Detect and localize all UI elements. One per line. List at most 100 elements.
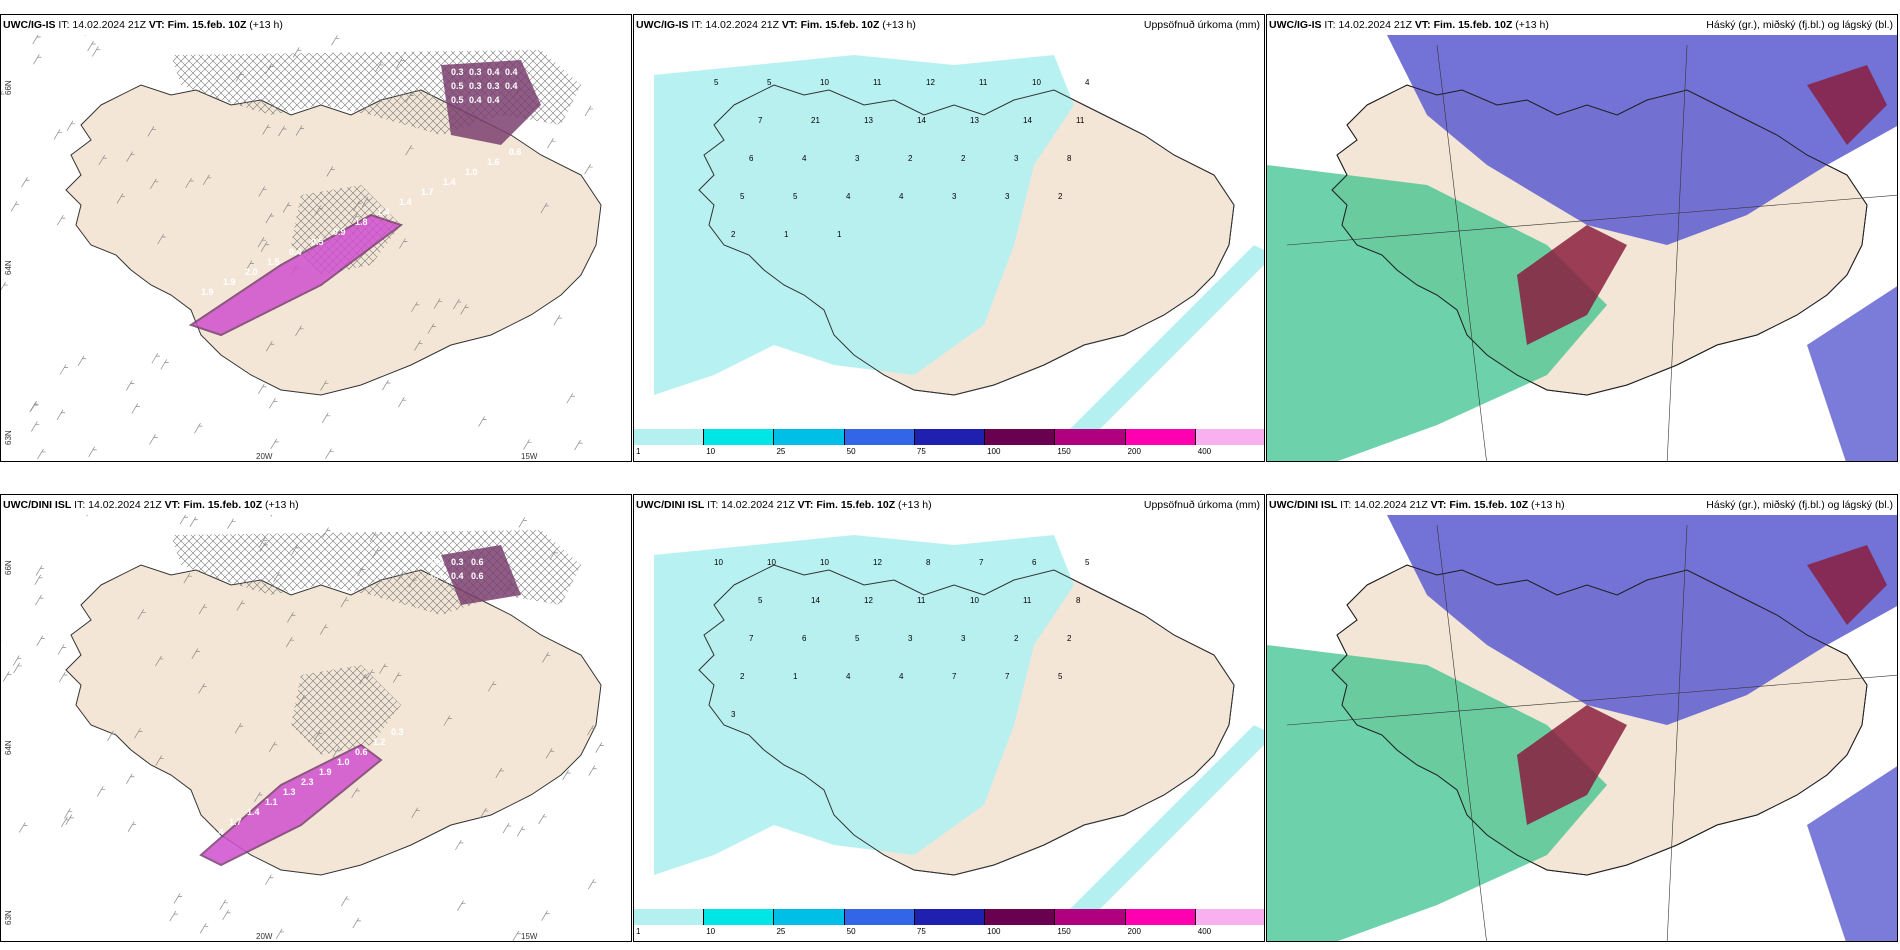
wind-barb [157,233,166,245]
icing-value-label: 1.1 [265,797,278,807]
wind-barb [235,71,244,82]
wind-barb [227,518,236,529]
wind-barb [361,196,371,208]
wind-barb [359,674,368,685]
precip-value-label: 10 [970,596,979,605]
precip-value-label: 2 [908,154,913,163]
wind-barb [516,826,526,837]
precip-value-label: 3 [908,634,913,643]
icing-value-label: 1.7 [421,187,434,197]
panel-header: UWC/IG-IS IT: 14.02.2024 21Z VT: Fim. 15… [1267,15,1897,35]
precip-value-label: 5 [758,596,763,605]
wind-barb [92,46,101,57]
valid-time-prefix: VT: [781,19,798,31]
wind-barb [574,439,583,451]
wind-barb [325,448,334,459]
colorbar-swatch [1195,429,1264,445]
colorbar-swatch [914,909,986,925]
low-cloud-area [1517,225,1627,345]
icing-value-label: 1.9 [319,767,332,777]
wind-barb [265,212,274,224]
wind-barb [86,515,88,517]
colorbar-tick-label: 400 [1197,447,1212,456]
wind-barb [291,544,300,556]
colorbar-tick-label: 100 [987,927,1001,936]
wind-barb [34,574,43,585]
wind-barb [169,910,178,922]
precip-value-label: 5 [714,78,719,87]
icing-value-label: 0.6 [471,571,484,581]
high-cloud-area [1807,286,1897,461]
wind-barb [35,565,45,576]
wind-barb [480,807,489,819]
colorbar-swatch [774,909,845,925]
longitude-label: 15W [521,452,538,461]
wind-barb [245,260,254,271]
icing-value-label: 0.4 [431,571,444,581]
lead-time: (+13 h) [898,499,932,511]
wind-barb [160,359,169,370]
precip-value-label: 7 [979,558,984,567]
wind-barb [538,813,547,825]
icing-value-label: 2.0 [245,267,258,277]
precip-value-label: 5 [1058,672,1063,681]
wind-barb [547,138,556,149]
map-panel-r1-c3: UWC/IG-IS IT: 14.02.2024 21Z VT: Fim. 15… [1266,14,1898,462]
icing-value-label: 0.4 [289,247,302,257]
precip-value-label: 4 [899,192,904,201]
precip-area [654,535,1074,875]
wind-barb [287,612,296,623]
wind-barb [353,200,362,212]
wind-barb [587,879,597,890]
precip-value-label: 8 [1067,154,1072,163]
wind-barb [408,576,417,588]
panel-field-title: Háský (gr.), miðský (fj.bl.) og lágský (… [1706,499,1893,511]
icing-value-label: 2.3 [301,777,314,787]
icing-area-north [441,545,521,605]
precip-value-label: 5 [855,634,860,643]
wind-barb [35,594,44,606]
colorbar-tick-label: 75 [916,927,926,936]
icing-value-label: 0.4 [505,67,518,77]
model-name: UWC/DINI ISL [1269,499,1338,511]
wind-barb [155,755,164,766]
colorbar-tick-label: 10 [706,447,716,456]
wind-barb [295,325,304,336]
icing-value-label: 1.0 [465,167,478,177]
wind-barb [584,105,594,117]
valid-time-prefix: VT: [148,19,165,31]
wind-barb [126,773,135,784]
icing-value-label: 0.6 [471,557,484,567]
lead-time: (+13 h) [265,499,299,511]
wind-barb [64,808,73,819]
wind-barb [179,515,189,525]
wind-barb [258,537,268,548]
wind-barb [150,178,159,190]
icing-value-label: 0.3 [469,81,482,91]
wind-barb [257,237,266,248]
wind-barb [295,125,305,136]
wind-barb [151,352,160,364]
wind-barb [453,298,462,310]
lead-time: (+13 h) [249,19,283,31]
colorbar-swatch [1055,429,1126,445]
wind-barb [147,126,156,137]
wind-barb [549,549,558,561]
wind-barb [313,730,323,741]
precip-value-label: 2 [1014,634,1019,643]
panel-header: UWC/DINI ISL IT: 14.02.2024 21Z VT: Fim.… [634,495,1264,515]
wind-barb [30,400,39,412]
wind-barb [414,340,423,351]
wind-barb [332,747,341,758]
icing-value-label: 1.9 [201,287,214,297]
latitude-label: 63N [4,430,13,445]
map-canvas [1267,515,1897,941]
precip-value-label: 10 [767,558,776,567]
wind-barb [32,35,41,45]
icing-value-label: 1.4 [377,207,390,217]
valid-time-prefix: VT: [1414,19,1431,31]
wind-barb [588,765,597,776]
colorbar-tick-label: 150 [1057,927,1071,936]
wind-barb [31,421,40,432]
colorbar-tick-label: 75 [916,447,926,456]
